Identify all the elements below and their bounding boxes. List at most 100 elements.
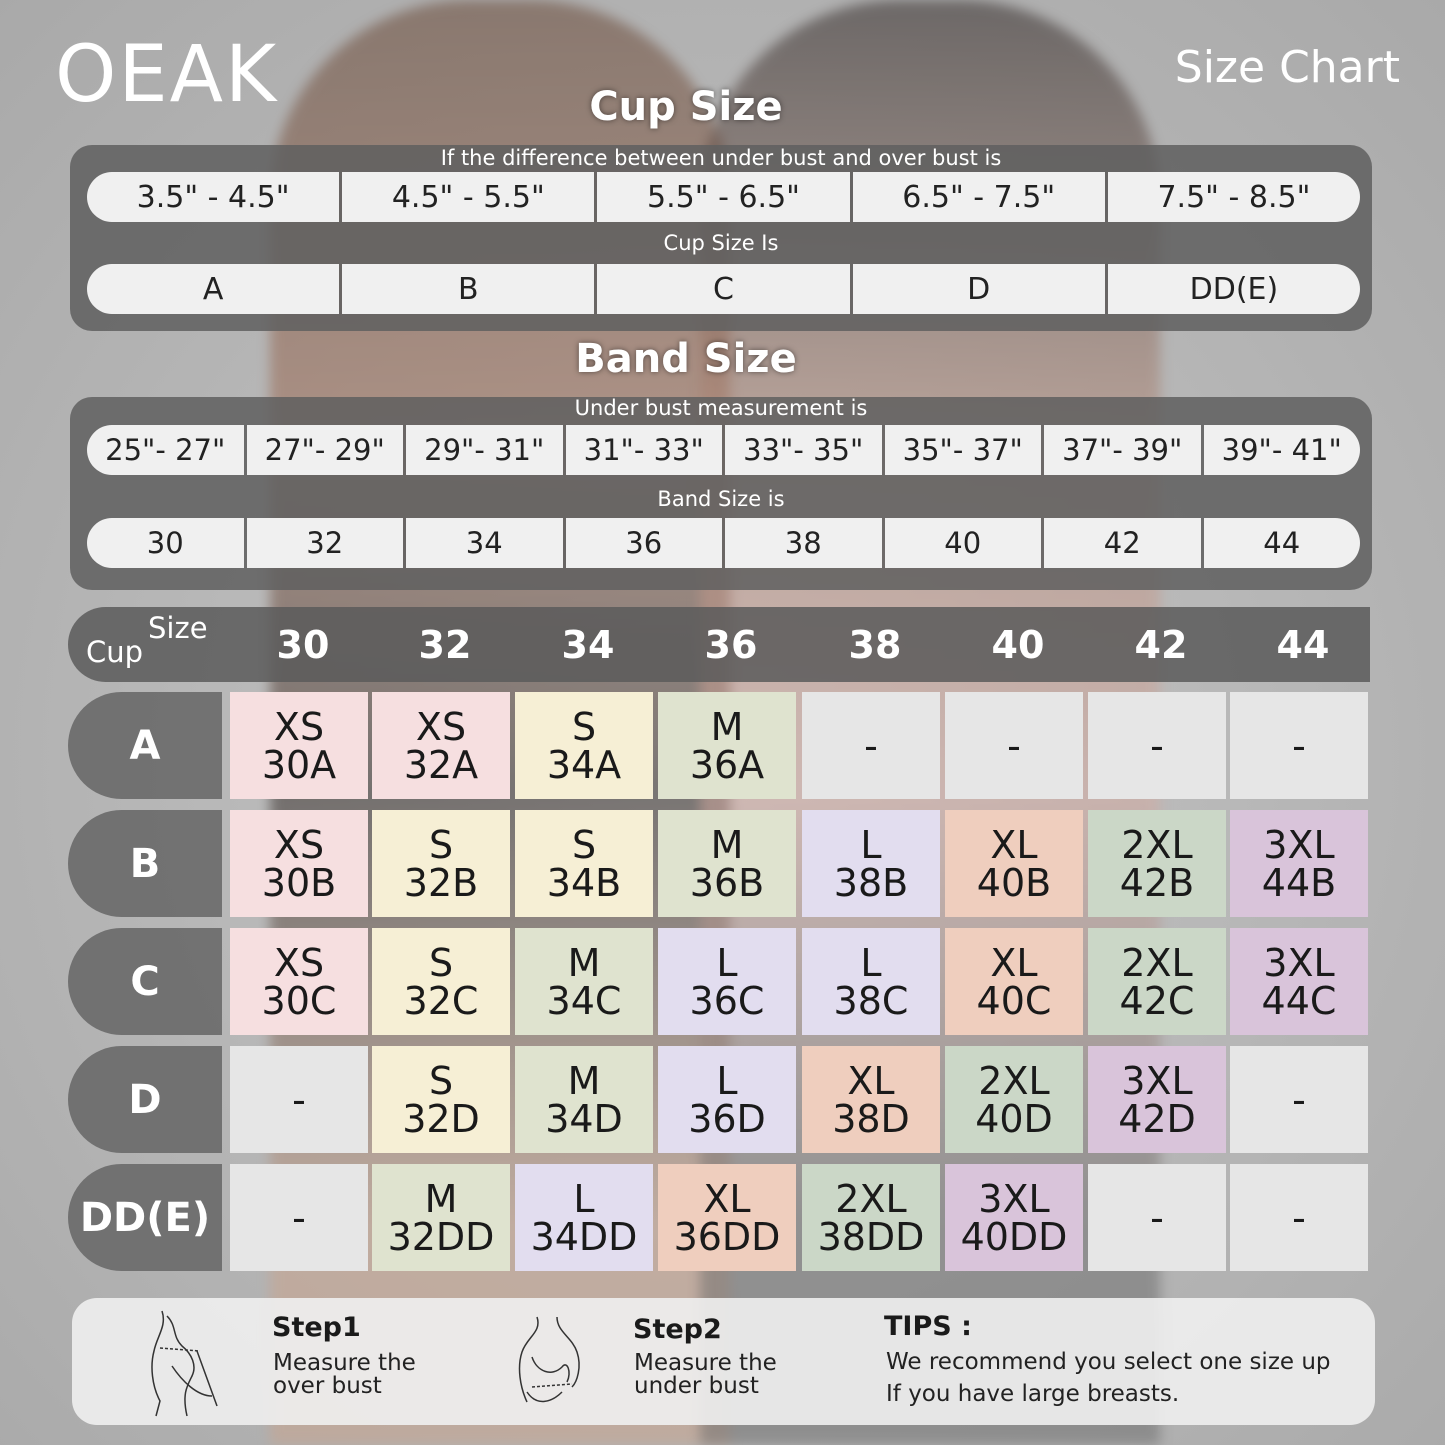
size-cell: M 34C (515, 928, 653, 1035)
size-cell-empty: - (1088, 1164, 1226, 1271)
footer-panel: Step1 Measure the over bust Step2 Measur… (72, 1298, 1375, 1425)
size-letter: - (1007, 723, 1021, 768)
size-code: 40C (976, 978, 1052, 1023)
size-cell: XS 32A (372, 692, 510, 799)
size-letter: M (567, 940, 601, 985)
size-letter: XL (990, 822, 1038, 867)
cup-size-panel: If the difference between under bust and… (70, 145, 1372, 331)
size-letter: - (292, 1195, 306, 1240)
cup-caption: Cup Size Is (663, 231, 779, 255)
size-cell: XS 30A (230, 692, 368, 799)
difference-cell: 7.5" - 8.5" (1107, 172, 1360, 222)
size-letter: 2XL (978, 1058, 1050, 1103)
size-cell: L 34DD (515, 1164, 653, 1271)
size-code: 36C (689, 978, 765, 1023)
size-cell-empty: - (1230, 1046, 1368, 1153)
over-bust-figure-icon (151, 1310, 218, 1417)
band-cell: 38 (725, 518, 882, 568)
size-cell-empty: - (1230, 1164, 1368, 1271)
size-code: 32DD (387, 1214, 495, 1259)
tips-line2: If you have large breasts. (886, 1381, 1180, 1407)
size-letter: 2XL (1121, 940, 1193, 985)
column-header-band-34: 34 (561, 623, 615, 667)
size-code: 36A (689, 742, 765, 787)
size-cell: XL 40C (945, 928, 1083, 1035)
step1-title: Step1 (272, 1312, 361, 1343)
band-cell: 34 (406, 518, 563, 568)
size-letter: S (428, 940, 454, 985)
grid-header: Cup Size 30 32 34 36 38 40 42 44 (68, 607, 1370, 682)
size-cell: S 34B (515, 810, 653, 917)
size-letter: L (860, 822, 882, 867)
size-cell: XS 30C (230, 928, 368, 1035)
step1-line1: Measure the (273, 1350, 416, 1376)
size-cell-empty: - (945, 692, 1083, 799)
size-code: 38DD (817, 1214, 925, 1259)
size-code: 30A (261, 742, 337, 787)
size-letter: S (428, 1058, 454, 1103)
size-cell: XL 36DD (658, 1164, 796, 1271)
step2-line2: under bust (634, 1373, 759, 1399)
band-cell: 44 (1203, 518, 1360, 568)
size-code: 36DD (673, 1214, 781, 1259)
size-cell: 3XL 44B (1230, 810, 1368, 917)
size-letter: 3XL (1121, 1058, 1193, 1103)
size-letter: M (710, 822, 744, 867)
row-label-cup: B (68, 810, 222, 917)
size-letter: XS (415, 704, 467, 749)
size-code: 34C (546, 978, 622, 1023)
band-cell: 30 (87, 518, 244, 568)
column-header-band-30: 30 (276, 623, 330, 667)
page-title: Size Chart (1174, 42, 1400, 93)
difference-cell: 6.5" - 7.5" (852, 172, 1105, 222)
step2-title: Step2 (633, 1314, 722, 1345)
size-cell: XL 38D (802, 1046, 940, 1153)
size-code: 42B (1119, 860, 1195, 905)
difference-cell: 3.5" - 4.5" (87, 172, 340, 222)
cup-cell: C (597, 264, 850, 314)
size-cell: L 38C (802, 928, 940, 1035)
column-header-band-44: 44 (1276, 623, 1330, 667)
size-code: 44B (1261, 860, 1337, 905)
size-cell: 2XL 38DD (802, 1164, 940, 1271)
size-letter: L (860, 940, 882, 985)
size-cell: 3XL 42D (1088, 1046, 1226, 1153)
size-letter: - (1292, 723, 1306, 768)
cup-cell: A (87, 264, 340, 314)
size-cell: 2XL 42B (1088, 810, 1226, 917)
size-letter: 3XL (978, 1176, 1050, 1221)
size-cell: L 36D (658, 1046, 796, 1153)
size-cell: 3XL 40DD (945, 1164, 1083, 1271)
column-header-band-42: 42 (1134, 623, 1188, 667)
size-code: 42D (1118, 1096, 1196, 1141)
corner-size-label: Size (148, 611, 208, 645)
size-cell: 2XL 40D (945, 1046, 1083, 1153)
difference-caption: If the difference between under bust and… (440, 146, 1002, 170)
cup-size-title: Cup Size (589, 84, 783, 130)
measurement-cell: 33"- 35" (725, 425, 882, 475)
size-code: 32B (403, 860, 479, 905)
size-letter: M (567, 1058, 601, 1103)
measurement-cell: 27"- 29" (246, 425, 403, 475)
size-cell-empty: - (1230, 692, 1368, 799)
size-cell: S 32C (372, 928, 510, 1035)
difference-cell: 4.5" - 5.5" (342, 172, 595, 222)
band-cell: 32 (246, 518, 403, 568)
size-cell: 2XL 42C (1088, 928, 1226, 1035)
size-letter: XS (273, 822, 325, 867)
size-letter: XL (847, 1058, 895, 1103)
size-code: 32C (403, 978, 479, 1023)
band-size-title: Band Size (575, 336, 797, 382)
size-letter: - (864, 723, 878, 768)
size-code: 42C (1119, 978, 1195, 1023)
size-code: 34DD (530, 1214, 638, 1259)
size-cell-empty: - (230, 1046, 368, 1153)
difference-row: 3.5" - 4.5" 4.5" - 5.5" 5.5" - 6.5" 6.5"… (87, 172, 1360, 222)
under-bust-figure-icon (518, 1316, 580, 1403)
row-label-cup: DD(E) (68, 1164, 222, 1271)
size-code: 30B (261, 860, 337, 905)
size-code: 44C (1261, 978, 1337, 1023)
cup-cell: DD(E) (1107, 264, 1360, 314)
size-letter: 3XL (1263, 822, 1335, 867)
size-code: 36B (689, 860, 765, 905)
